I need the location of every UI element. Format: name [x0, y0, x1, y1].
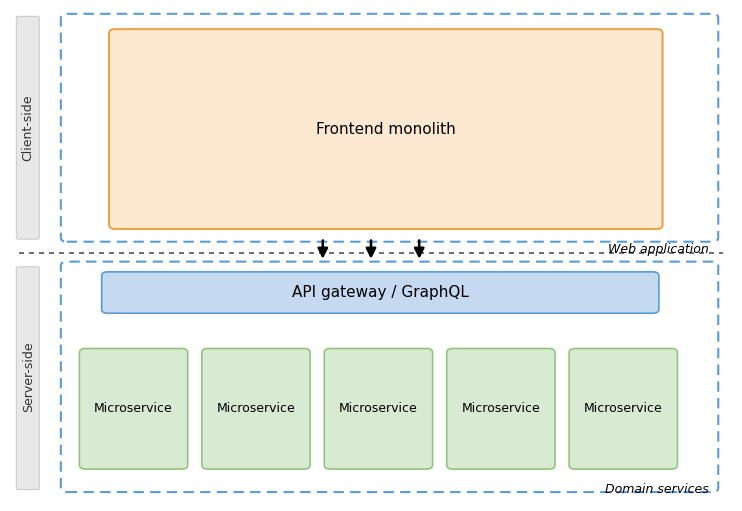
FancyBboxPatch shape: [447, 349, 555, 469]
Text: Domain services: Domain services: [605, 483, 709, 496]
Text: Frontend monolith: Frontend monolith: [316, 122, 456, 136]
Text: Client-side: Client-side: [22, 95, 35, 161]
Text: Microservice: Microservice: [339, 402, 418, 415]
FancyBboxPatch shape: [79, 349, 188, 469]
FancyBboxPatch shape: [324, 349, 433, 469]
Text: Server-side: Server-side: [22, 342, 35, 412]
Text: Microservice: Microservice: [217, 402, 295, 415]
FancyBboxPatch shape: [569, 349, 677, 469]
Text: Microservice: Microservice: [94, 402, 173, 415]
FancyBboxPatch shape: [109, 29, 663, 229]
Text: Web application: Web application: [608, 243, 709, 256]
Text: API gateway / GraphQL: API gateway / GraphQL: [292, 285, 469, 300]
FancyBboxPatch shape: [102, 272, 659, 313]
FancyBboxPatch shape: [16, 16, 39, 239]
FancyBboxPatch shape: [202, 349, 310, 469]
FancyBboxPatch shape: [16, 267, 39, 490]
Text: Microservice: Microservice: [584, 402, 663, 415]
Text: Microservice: Microservice: [462, 402, 540, 415]
